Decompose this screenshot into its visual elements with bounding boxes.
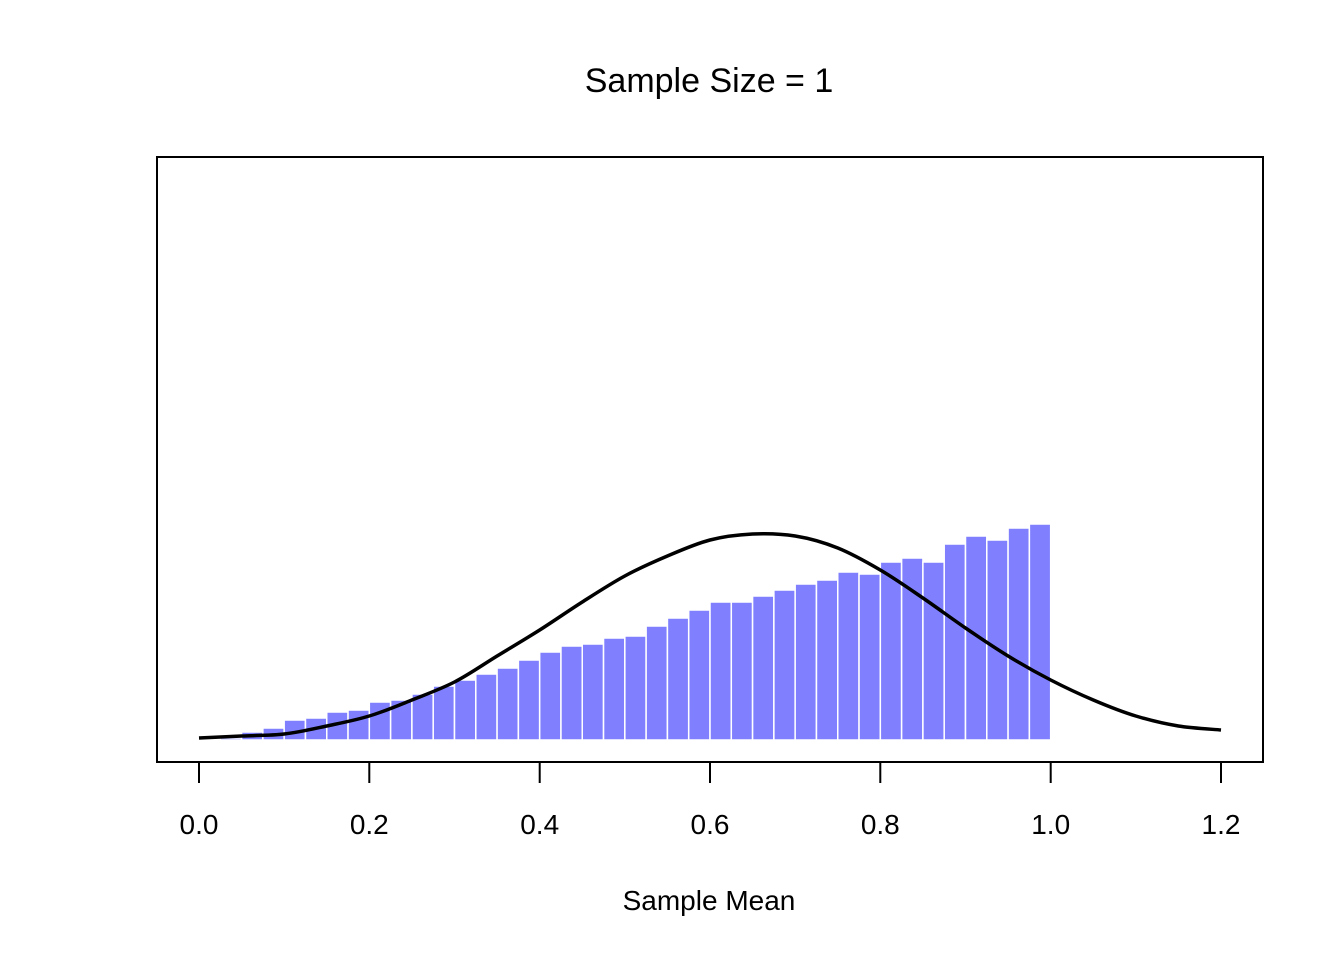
- histogram-bar: [538, 651, 562, 741]
- histogram-bar: [581, 643, 605, 741]
- histogram-bar: [964, 535, 988, 741]
- histogram-bar: [858, 573, 882, 741]
- histogram-bar: [347, 709, 371, 741]
- histogram-bar: [794, 583, 818, 741]
- histogram-bar: [624, 635, 647, 741]
- histogram-bar: [368, 701, 392, 741]
- x-tick-label: 0.2: [350, 809, 389, 840]
- histogram-bar: [411, 693, 434, 741]
- histogram-bar: [751, 595, 775, 741]
- x-axis-ticks: 0.0 0.2 0.4 0.6 0.8 1.0 1.2: [180, 762, 1241, 840]
- histogram-bar: [922, 561, 945, 741]
- x-tick-label: 1.0: [1031, 809, 1070, 840]
- x-axis-title: Sample Mean: [623, 885, 796, 916]
- histogram-bar: [943, 543, 967, 741]
- histogram-bar: [517, 659, 541, 741]
- histogram-bar: [730, 601, 754, 741]
- histogram-bar: [709, 601, 733, 741]
- histogram-bar: [1007, 527, 1031, 741]
- histogram-bar: [453, 679, 477, 741]
- histogram-bar: [432, 685, 456, 741]
- x-tick-label: 1.2: [1202, 809, 1241, 840]
- histogram-bar: [475, 673, 498, 741]
- histogram-bar: [837, 571, 860, 741]
- histogram-bar: [879, 561, 903, 741]
- histogram-bar: [687, 609, 711, 741]
- histogram-bar: [560, 645, 584, 741]
- x-tick-label: 0.0: [180, 809, 219, 840]
- x-tick-label: 0.4: [520, 809, 559, 840]
- bars-group: [219, 523, 1052, 741]
- histogram-bar: [815, 579, 839, 741]
- chart-title: Sample Size = 1: [585, 62, 834, 100]
- x-tick-label: 0.6: [691, 809, 730, 840]
- density-curve-group: [198, 531, 1222, 740]
- density-curve-line: [198, 531, 1222, 740]
- histogram-bar: [986, 539, 1009, 741]
- x-tick-label: 0.8: [861, 809, 900, 840]
- histogram-bar: [773, 589, 796, 741]
- histogram-bar: [1028, 523, 1052, 741]
- histogram-bar: [602, 637, 626, 741]
- histogram-bar: [496, 667, 520, 741]
- histogram-bar: [645, 625, 669, 741]
- histogram-bar: [666, 617, 690, 741]
